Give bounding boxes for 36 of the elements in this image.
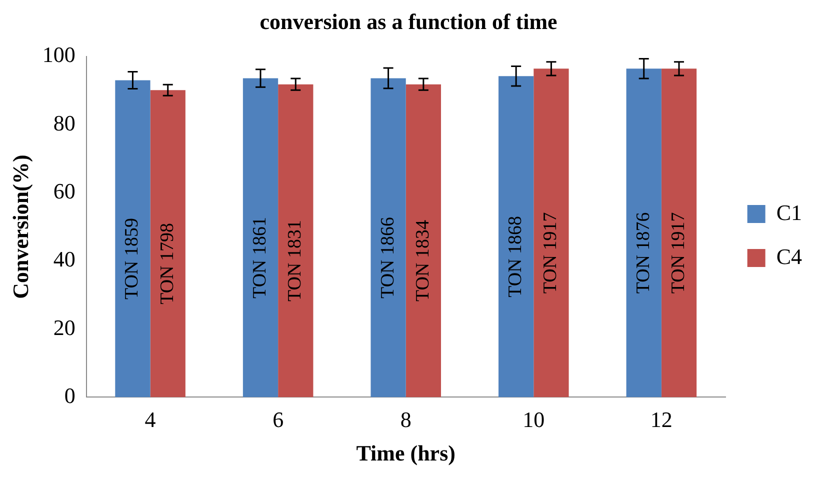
data-label: TON 1876 [632,212,654,294]
y-axis-title: Conversion(%) [8,154,33,299]
bar [278,84,314,398]
data-label: TON 1861 [249,216,270,298]
y-tick-label: 40 [53,246,76,272]
x-tick-label: 8 [400,407,412,432]
bar [115,80,150,398]
y-tick-label: 0 [64,382,76,408]
bar [498,76,534,398]
x-tick-label: 10 [522,407,545,432]
legend-label: C1 [776,200,802,225]
data-label: TON 1866 [377,216,398,298]
y-tick-label: 60 [53,178,76,204]
y-tick-label: 80 [53,110,76,136]
data-label: TON 1834 [412,220,434,302]
bar [534,68,569,398]
x-tick-label: 4 [144,407,156,432]
bar [626,68,662,398]
bar [242,78,278,398]
data-label: TON 1831 [284,220,306,302]
legend-label: C4 [776,244,802,269]
bar [370,78,406,398]
data-label: TON 1798 [156,222,178,304]
y-tick-label: 100 [42,42,76,68]
x-tick-label: 12 [650,407,672,432]
bar [406,84,442,398]
data-label: TON 1868 [505,216,526,298]
x-axis-title: Time (hrs) [356,440,456,466]
data-label: TON 1917 [668,212,689,294]
data-label: TON 1917 [540,212,562,294]
x-tick-label: 6 [272,407,284,432]
data-label: TON 1859 [122,218,143,300]
bar [661,68,697,398]
y-tick-label: 20 [53,314,76,340]
bar [150,90,186,398]
chart-title: conversion as a function of time [260,8,558,34]
